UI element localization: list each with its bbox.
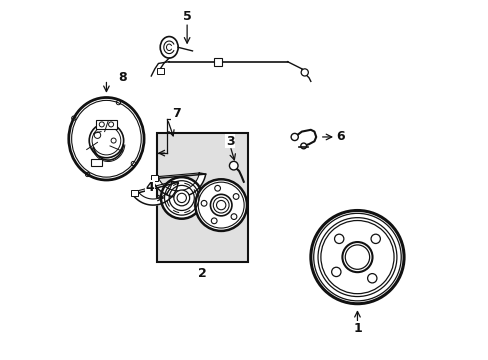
- Text: 2: 2: [198, 267, 206, 280]
- Ellipse shape: [69, 98, 144, 180]
- FancyBboxPatch shape: [157, 68, 164, 74]
- Text: 4: 4: [145, 181, 154, 194]
- Circle shape: [290, 134, 298, 140]
- Circle shape: [174, 190, 189, 206]
- Text: 6: 6: [336, 130, 344, 144]
- Circle shape: [300, 143, 306, 149]
- Text: 7: 7: [172, 107, 181, 120]
- FancyBboxPatch shape: [213, 58, 222, 66]
- FancyBboxPatch shape: [96, 120, 117, 129]
- FancyBboxPatch shape: [151, 175, 158, 181]
- Circle shape: [310, 211, 403, 304]
- FancyBboxPatch shape: [131, 190, 138, 196]
- Bar: [156, 134, 247, 262]
- Polygon shape: [152, 173, 205, 197]
- Text: 1: 1: [352, 321, 361, 334]
- Circle shape: [161, 177, 202, 219]
- Ellipse shape: [160, 37, 178, 58]
- Circle shape: [229, 161, 238, 170]
- Circle shape: [89, 123, 123, 158]
- Text: 8: 8: [118, 71, 126, 84]
- Text: 3: 3: [225, 135, 234, 148]
- FancyBboxPatch shape: [91, 159, 102, 166]
- Text: 5: 5: [183, 10, 191, 23]
- Circle shape: [301, 69, 308, 76]
- Circle shape: [210, 194, 231, 216]
- Circle shape: [195, 179, 246, 231]
- Polygon shape: [132, 182, 178, 205]
